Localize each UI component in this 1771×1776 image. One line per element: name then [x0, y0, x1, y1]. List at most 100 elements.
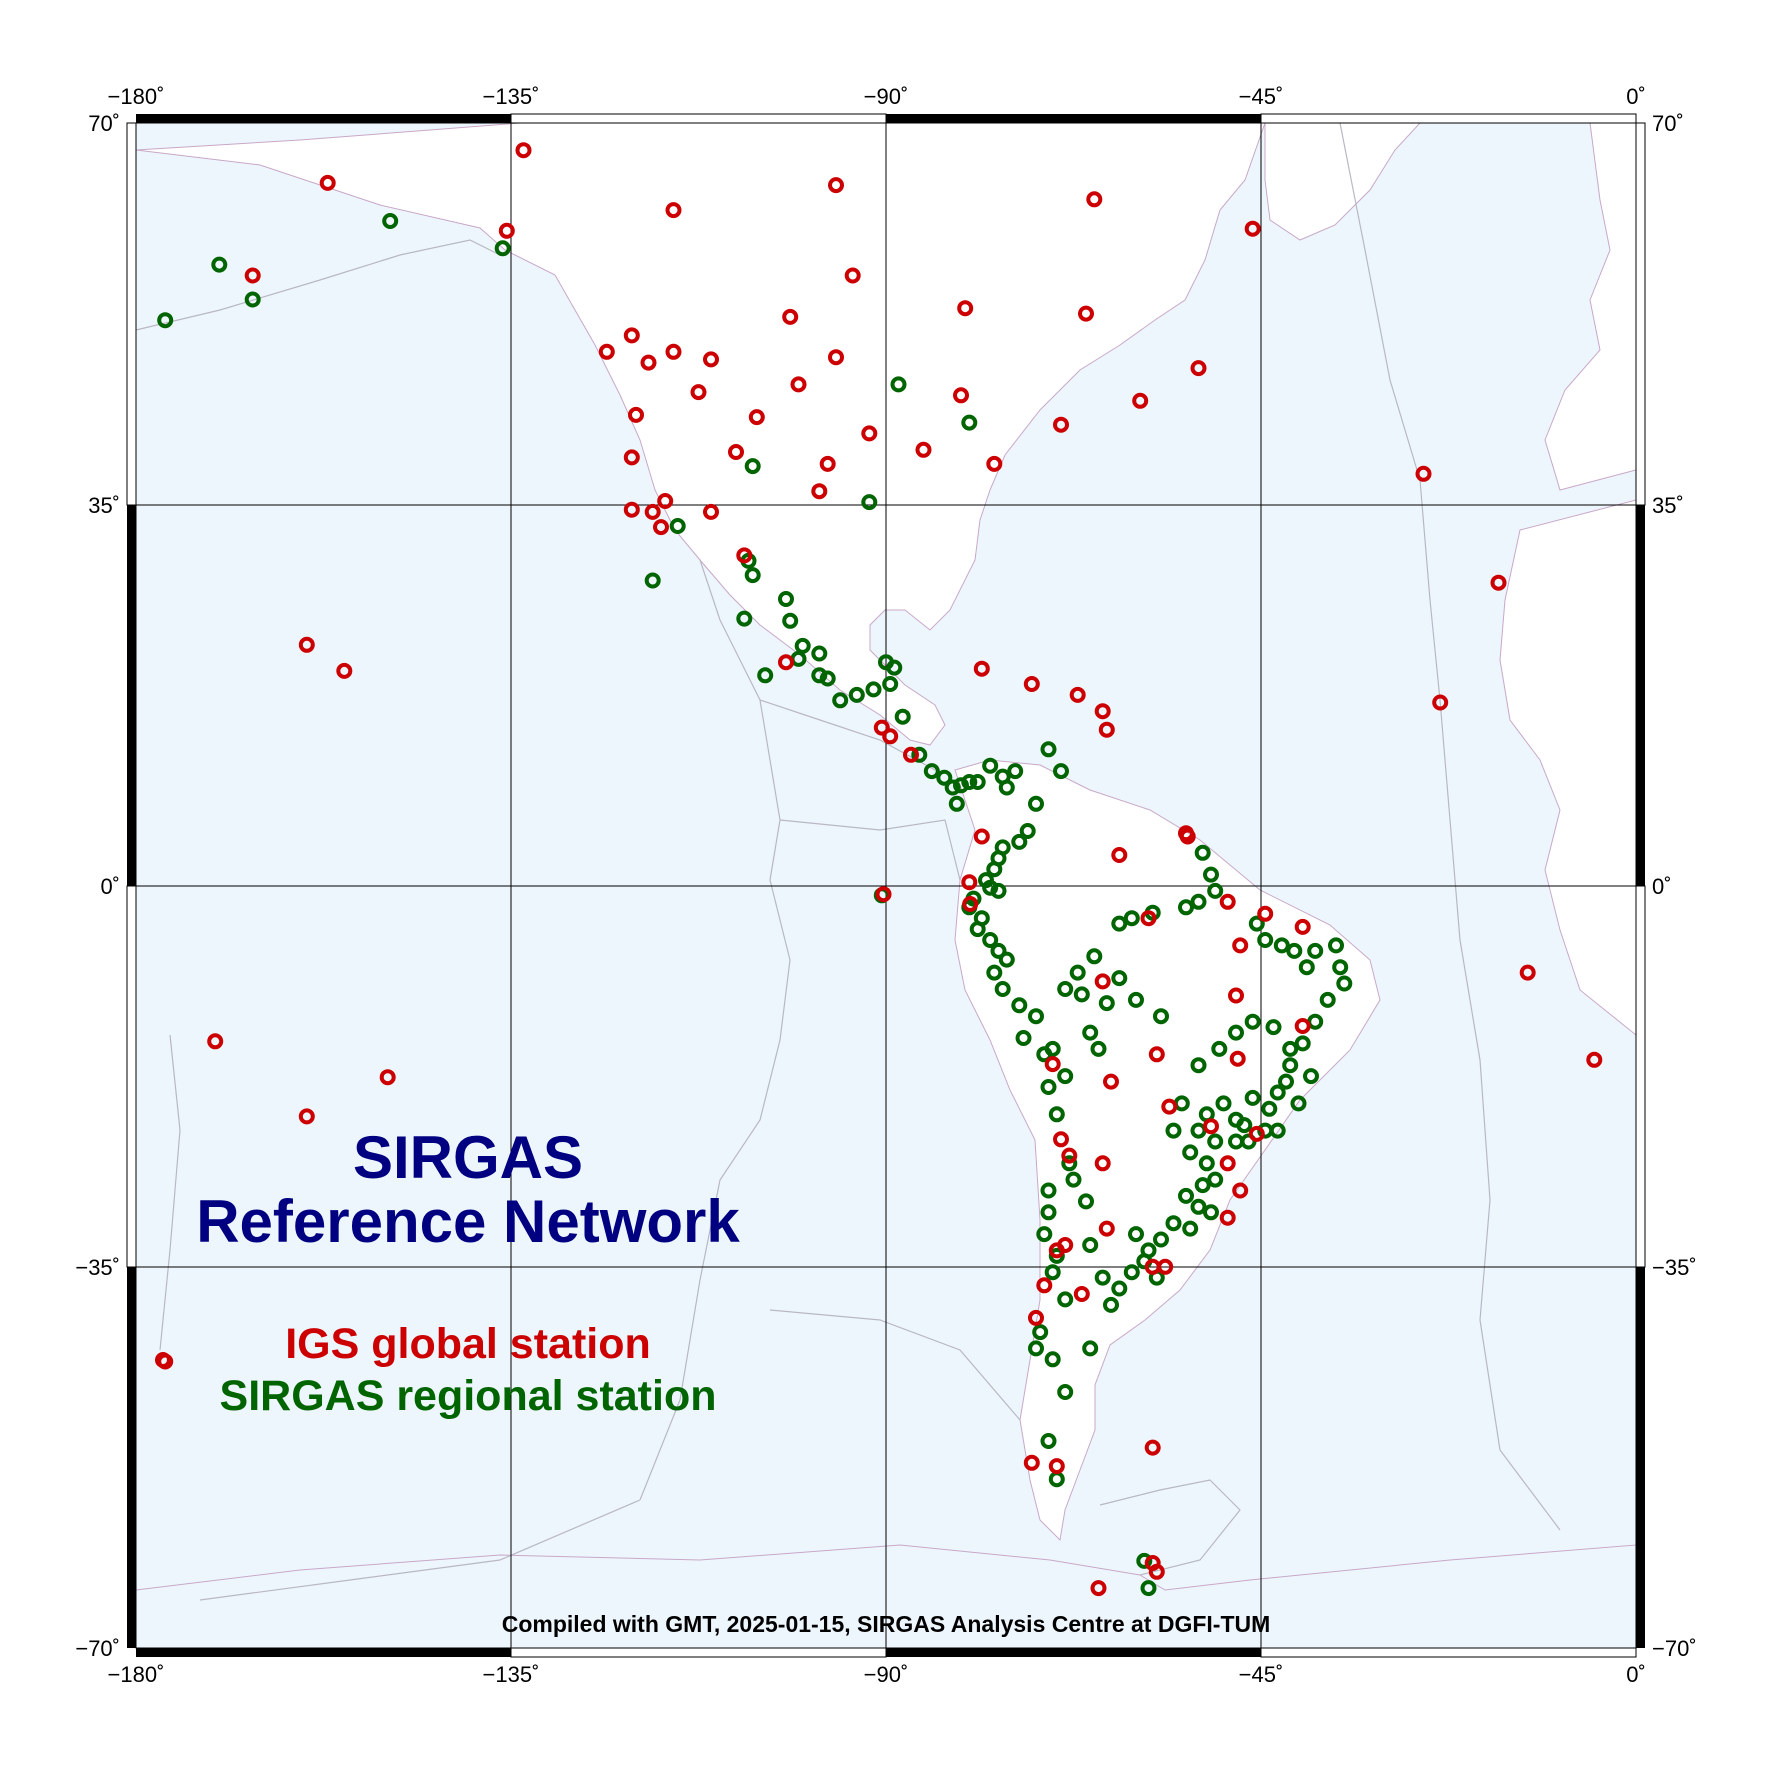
sirgas-station-marker — [1007, 763, 1024, 780]
igs-station-marker — [665, 343, 682, 360]
sirgas-station-marker — [982, 932, 999, 948]
sirgas-station-marker — [1123, 910, 1140, 927]
igs-station-marker — [640, 354, 657, 371]
igs-station-marker — [1086, 191, 1103, 208]
igs-station-marker — [953, 387, 969, 404]
sirgas-station-marker — [1028, 1008, 1044, 1025]
igs-station-marker — [1132, 392, 1149, 409]
sirgas-station-marker — [911, 746, 928, 763]
sirgas-station-marker — [744, 458, 761, 475]
sirgas-station-marker — [1044, 1264, 1061, 1281]
legend-igs-symbol — [155, 1352, 171, 1368]
stations-layer — [157, 142, 1603, 1597]
igs-station-marker — [1028, 1309, 1044, 1326]
sirgas-station-marker — [1336, 975, 1353, 992]
sirgas-station-marker — [998, 951, 1015, 968]
igs-station-marker — [1232, 937, 1249, 954]
sirgas-station-marker — [990, 882, 1007, 899]
border-top-black-2 — [886, 114, 1261, 123]
sirgas-station-marker — [894, 708, 911, 725]
igs-station-marker — [973, 660, 990, 677]
igs-station-marker — [882, 728, 899, 745]
sirgas-station-marker — [1178, 899, 1194, 916]
sirgas-station-marker — [1082, 1340, 1099, 1357]
igs-station-marker — [703, 351, 719, 368]
igs-station-marker — [1257, 905, 1274, 922]
sirgas-station-marker — [1082, 1024, 1099, 1041]
sirgas-station-marker — [948, 795, 965, 812]
plate-boundary-aleutian — [135, 239, 501, 331]
map-annotations: SIRGAS Reference Network IGS global stat… — [155, 1124, 1270, 1637]
sirgas-station-marker — [1207, 1133, 1224, 1150]
border-bottom-white-2 — [1260, 1647, 1637, 1658]
border-top-white-1 — [510, 113, 887, 124]
igs-station-marker — [1229, 1050, 1246, 1067]
igs-station-marker — [1140, 910, 1157, 927]
sirgas-station-marker — [736, 610, 753, 627]
sirgas-station-marker — [494, 240, 511, 257]
sirgas-station-marker — [211, 256, 228, 273]
igs-station-marker — [1248, 1125, 1265, 1142]
igs-station-marker — [1144, 1439, 1161, 1456]
igs-station-marker — [748, 409, 765, 426]
sirgas-station-marker — [1136, 1552, 1153, 1569]
igs-station-marker — [1044, 1056, 1061, 1073]
sirgas-station-marker — [1082, 1237, 1099, 1253]
plate-boundary-tonga — [159, 1034, 181, 1351]
sirgas-station-marker — [1286, 942, 1303, 959]
sirgas-station-marker — [1207, 882, 1224, 899]
sirgas-station-marker — [969, 774, 986, 790]
sirgas-station-marker — [1178, 1187, 1194, 1204]
sirgas-station-marker — [1057, 1291, 1074, 1308]
igs-station-marker — [498, 222, 515, 239]
sirgas-station-marker — [1053, 763, 1069, 780]
lat-tick-right-0: 0˚ — [1652, 874, 1672, 899]
igs-station-marker — [1432, 694, 1449, 711]
lat-tick-right-neg35: −35˚ — [1652, 1255, 1697, 1280]
igs-station-marker — [1090, 1580, 1107, 1597]
plate-boundary-mid-atlantic-ridge — [1339, 122, 1561, 1531]
sirgas-station-marker — [1111, 915, 1128, 932]
lat-tick-left-neg35: −35˚ — [75, 1255, 120, 1280]
sirgas-station-marker — [669, 518, 686, 534]
sirgas-station-marker — [1153, 1231, 1169, 1248]
map-border — [126, 113, 1646, 1658]
sirgas-station-marker — [1086, 948, 1103, 965]
igs-station-marker — [1094, 973, 1111, 990]
border-right-white-2 — [1635, 885, 1646, 1268]
axis-tick-labels: −180˚ −135˚ −90˚ −45˚ 0˚ −180˚ −135˚ −90… — [75, 84, 1696, 1687]
sirgas-station-marker — [1040, 741, 1057, 758]
lon-tick-top-135: −135˚ — [483, 84, 540, 109]
sirgas-station-marker — [1282, 1040, 1299, 1057]
sirgas-station-marker — [1153, 1008, 1169, 1025]
sirgas-station-marker — [744, 567, 761, 584]
sirgas-station-marker — [1044, 1040, 1061, 1057]
plate-boundary-pacific-antarctic — [199, 1499, 641, 1601]
sirgas-station-marker — [1265, 1019, 1282, 1036]
sirgas-station-marker — [757, 667, 774, 684]
sirgas-station-marker — [1140, 1580, 1157, 1597]
sirgas-station-marker — [886, 659, 903, 676]
igs-station-marker — [875, 886, 892, 903]
igs-station-marker — [657, 493, 674, 509]
sirgas-station-marker — [1194, 844, 1211, 861]
igs-station-marker — [644, 503, 661, 520]
sirgas-station-marker — [882, 676, 899, 692]
igs-station-marker — [1219, 1155, 1236, 1172]
igs-station-marker — [379, 1069, 396, 1086]
igs-station-marker — [986, 455, 1003, 472]
sirgas-station-marker — [923, 763, 940, 780]
sirgas-station-marker — [1123, 1264, 1140, 1281]
sirgas-station-marker — [1215, 1095, 1232, 1112]
igs-station-marker — [778, 654, 794, 671]
igs-station-marker — [873, 719, 890, 736]
igs-station-marker — [819, 455, 836, 472]
igs-station-marker — [1069, 686, 1086, 703]
sirgas-station-marker — [1290, 1095, 1307, 1112]
igs-station-marker — [207, 1033, 224, 1050]
lat-tick-left-neg70: −70˚ — [75, 1636, 120, 1661]
sirgas-station-marker — [811, 645, 828, 662]
sirgas-station-marker — [1061, 1155, 1078, 1172]
igs-station-marker — [1244, 220, 1261, 237]
